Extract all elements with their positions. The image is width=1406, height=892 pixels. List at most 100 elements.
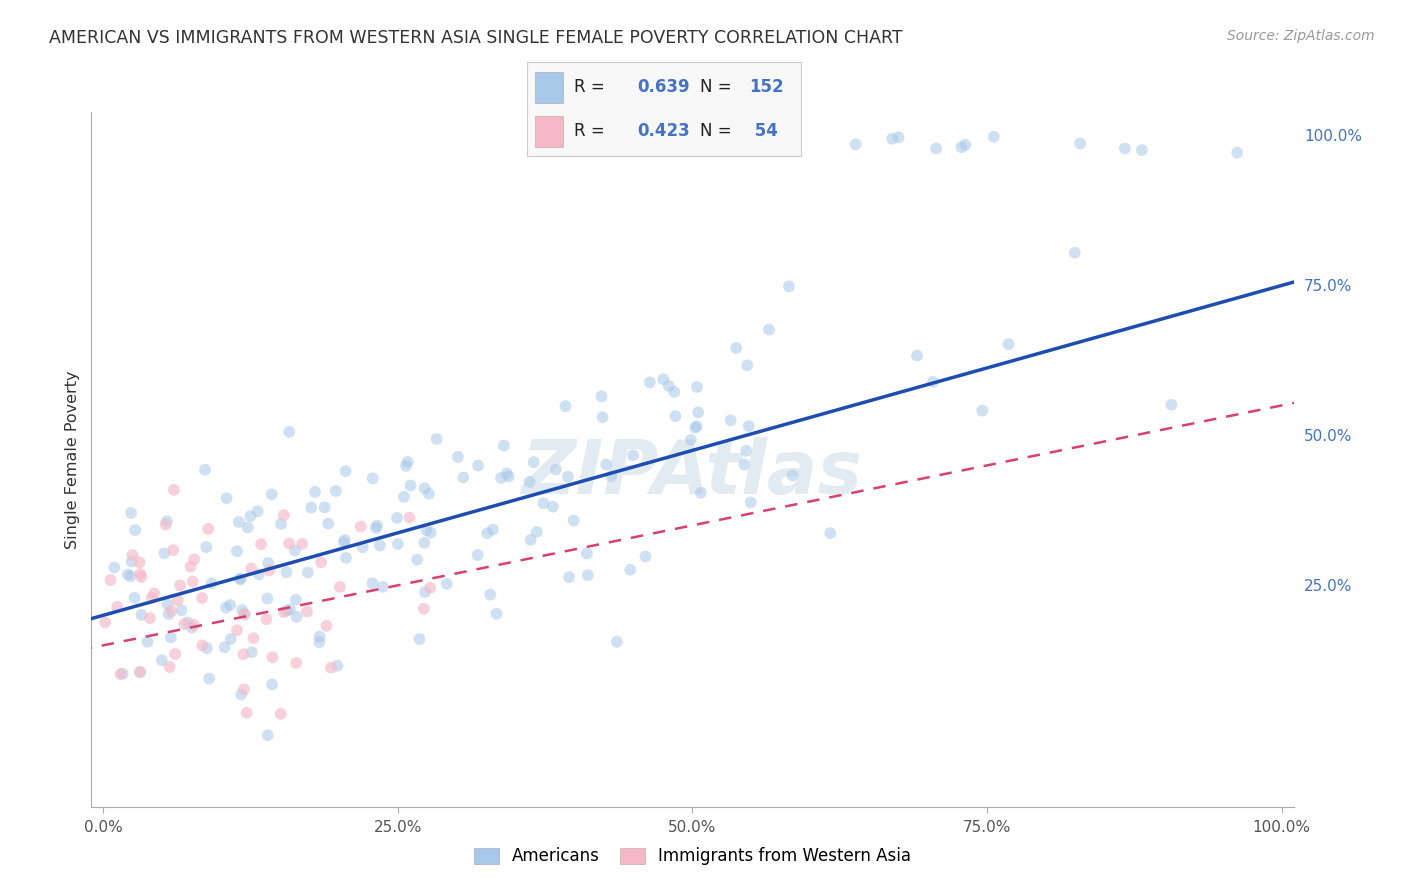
Point (139, 611, 162, 625)
Point (259, 564, 281, 578)
Point (181, 574, 204, 589)
Point (233, 607, 256, 622)
Point (451, 470, 474, 484)
Point (905, 349, 928, 363)
Point (284, 592, 307, 607)
Point (983, 129, 1005, 144)
Point (240, 561, 263, 575)
Text: AMERICAN VS IMMIGRANTS FROM WESTERN ASIA SINGLE FEMALE POVERTY CORRELATION CHART: AMERICAN VS IMMIGRANTS FROM WESTERN ASIA… (49, 29, 903, 46)
Point (256, 591, 278, 606)
Text: 152: 152 (749, 78, 785, 96)
Point (240, 645, 263, 659)
Point (242, 631, 264, 645)
Point (270, 706, 292, 721)
Point (519, 533, 541, 547)
Point (131, 607, 153, 622)
Legend: Americans, Immigrants from Western Asia: Americans, Immigrants from Western Asia (467, 840, 918, 872)
Point (412, 602, 434, 616)
Point (467, 548, 489, 562)
Point (273, 508, 295, 522)
Point (725, 341, 748, 355)
Point (735, 359, 758, 373)
Point (413, 536, 436, 550)
Point (544, 462, 567, 476)
Point (489, 471, 512, 485)
Point (110, 667, 132, 681)
Point (333, 535, 356, 549)
Point (141, 591, 163, 605)
Point (232, 648, 254, 662)
Point (541, 500, 564, 514)
Text: ZIPAtlas: ZIPAtlas (522, 437, 863, 510)
Point (170, 603, 193, 617)
Point (169, 578, 191, 592)
Bar (536, 72, 562, 103)
Point (120, 569, 142, 583)
Point (436, 576, 458, 591)
Point (398, 510, 420, 524)
Point (215, 491, 238, 505)
Point (329, 580, 352, 594)
Point (664, 409, 686, 424)
Point (124, 523, 146, 537)
Point (262, 650, 284, 665)
Point (326, 658, 349, 673)
Point (634, 549, 657, 564)
Point (591, 389, 613, 403)
Point (778, 279, 800, 293)
Point (426, 432, 449, 446)
Point (194, 463, 217, 477)
Point (592, 410, 614, 425)
Point (129, 566, 152, 581)
Point (226, 623, 249, 637)
Point (477, 526, 499, 541)
Point (254, 612, 277, 626)
Point (198, 672, 221, 686)
Point (782, 468, 804, 483)
Point (278, 425, 301, 439)
Point (136, 635, 159, 649)
Point (278, 536, 301, 550)
Point (413, 585, 436, 599)
Point (395, 458, 418, 473)
Point (231, 687, 253, 701)
Point (333, 533, 356, 548)
Point (162, 543, 184, 558)
Point (925, 141, 948, 155)
Point (557, 470, 579, 484)
Point (160, 604, 183, 618)
Point (498, 469, 520, 483)
Point (399, 478, 422, 492)
Point (820, 526, 842, 541)
Point (197, 522, 219, 536)
Point (159, 631, 181, 645)
Point (887, 130, 910, 145)
Point (621, 448, 644, 462)
Point (664, 384, 686, 399)
Point (191, 591, 214, 605)
Text: N =: N = (700, 78, 737, 96)
Point (166, 593, 188, 607)
Point (955, 137, 977, 152)
Point (523, 455, 546, 469)
Point (229, 572, 252, 586)
Point (299, 500, 322, 515)
Point (619, 563, 641, 577)
Point (157, 607, 180, 621)
Point (117, 567, 139, 582)
Text: 0.423: 0.423 (637, 122, 690, 140)
Point (276, 604, 298, 618)
Point (997, 337, 1019, 351)
Point (685, 419, 707, 434)
Point (845, 137, 868, 152)
Point (233, 682, 256, 697)
Point (408, 632, 430, 646)
Point (479, 588, 502, 602)
Point (278, 602, 301, 616)
Point (124, 591, 146, 605)
Point (180, 559, 202, 574)
Point (228, 572, 250, 586)
Y-axis label: Single Female Poverty: Single Female Poverty (65, 370, 80, 549)
Point (758, 323, 780, 337)
Point (361, 471, 384, 485)
